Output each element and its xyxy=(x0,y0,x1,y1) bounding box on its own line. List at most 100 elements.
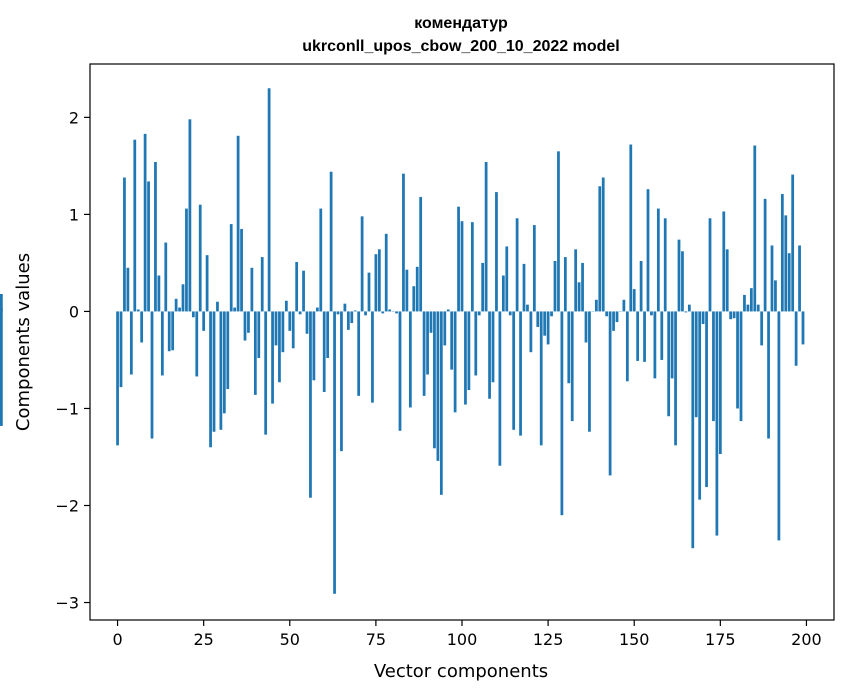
bar-76 xyxy=(377,249,381,312)
bar-119 xyxy=(526,304,529,312)
bar-141 xyxy=(601,177,605,312)
bar-165 xyxy=(684,311,688,313)
bar-192 xyxy=(777,311,781,541)
bar-7 xyxy=(140,311,144,343)
bar-32 xyxy=(226,311,230,390)
bar-11 xyxy=(154,162,157,312)
bar-199 xyxy=(801,311,805,345)
bar-127 xyxy=(553,260,557,312)
bar-182 xyxy=(743,294,746,312)
bar-5 xyxy=(133,139,137,312)
bar-194 xyxy=(784,215,788,312)
bar-22 xyxy=(191,311,195,318)
bar-133 xyxy=(574,249,578,312)
bar-57 xyxy=(312,311,316,381)
bar-87 xyxy=(415,266,419,312)
bar-72 xyxy=(364,311,367,316)
bar-40 xyxy=(253,311,257,395)
bar-37 xyxy=(243,311,247,341)
bar-77 xyxy=(381,311,385,314)
bar-19 xyxy=(181,284,185,312)
bar-125 xyxy=(546,311,550,345)
x-axis-label: Vector components xyxy=(374,661,548,682)
bar-143 xyxy=(608,311,612,476)
bar-140 xyxy=(598,186,602,312)
bar-147 xyxy=(622,299,626,312)
bar-47 xyxy=(278,311,281,383)
bar-63 xyxy=(333,311,336,594)
bar-68 xyxy=(350,311,354,324)
bar-44 xyxy=(267,88,271,312)
bar-177 xyxy=(725,249,729,312)
bar-131 xyxy=(567,311,571,384)
y-axis-label: Components values xyxy=(13,253,34,431)
bar-174 xyxy=(715,311,719,536)
bar-82 xyxy=(398,311,402,431)
bar-178 xyxy=(729,311,733,320)
bar-164 xyxy=(681,251,684,312)
bar-153 xyxy=(643,311,646,362)
bar-0 xyxy=(116,311,119,446)
bar-158 xyxy=(660,311,664,360)
bar-112 xyxy=(501,275,505,312)
bar-108 xyxy=(488,311,491,399)
bar-43 xyxy=(264,311,268,435)
bar-123 xyxy=(539,311,543,446)
bar-191 xyxy=(774,280,777,312)
bar-102 xyxy=(467,311,471,391)
bar-136 xyxy=(584,311,588,343)
bar-144 xyxy=(612,311,615,331)
x-tick-label: 200 xyxy=(791,630,822,649)
bar-171 xyxy=(705,311,708,488)
bar-67 xyxy=(346,311,350,330)
bar-46 xyxy=(274,311,278,346)
bar-107 xyxy=(484,162,488,312)
bar-45 xyxy=(271,311,274,404)
bar-69 xyxy=(353,310,357,312)
bar-39 xyxy=(250,267,254,312)
bar-111 xyxy=(498,311,502,466)
bar-10 xyxy=(150,311,154,439)
bar-132 xyxy=(570,311,574,422)
bar-53 xyxy=(298,311,302,315)
y-tick-label: 1 xyxy=(69,205,79,224)
bar-154 xyxy=(646,189,650,312)
bar-188 xyxy=(763,198,767,312)
bar-66 xyxy=(343,303,347,312)
bar-193 xyxy=(780,194,784,312)
bar-undefined xyxy=(0,293,3,312)
bar-20 xyxy=(185,208,188,312)
bar-27 xyxy=(209,311,212,448)
bar-89 xyxy=(422,311,426,396)
bar-92 xyxy=(433,311,436,449)
bar-35 xyxy=(236,135,240,312)
bar-128 xyxy=(557,151,560,312)
bar-59 xyxy=(319,208,323,312)
bar-170 xyxy=(701,311,705,325)
x-tick-label: 150 xyxy=(619,630,650,649)
bar-1 xyxy=(119,311,123,388)
bar-62 xyxy=(329,171,333,312)
bar-31 xyxy=(222,311,226,414)
bar-126 xyxy=(550,311,553,317)
bar-56 xyxy=(309,311,312,498)
bar-161 xyxy=(670,311,674,379)
bar-169 xyxy=(698,311,702,500)
bar-166 xyxy=(687,304,691,312)
x-tick-label: 175 xyxy=(705,630,736,649)
bar-60 xyxy=(322,311,326,392)
bar-105 xyxy=(477,311,481,316)
bar-186 xyxy=(756,304,760,312)
bar-98 xyxy=(453,311,457,413)
bar-21 xyxy=(188,119,192,312)
bar-30 xyxy=(219,311,223,430)
bar-106 xyxy=(481,262,485,312)
bar-75 xyxy=(374,254,378,312)
bars-group xyxy=(0,88,805,594)
bar-23 xyxy=(195,311,199,377)
bar-103 xyxy=(470,222,474,312)
bar-25 xyxy=(202,311,206,331)
bar-155 xyxy=(650,311,653,316)
bar-185 xyxy=(753,145,757,312)
x-tick-label: 100 xyxy=(447,630,478,649)
